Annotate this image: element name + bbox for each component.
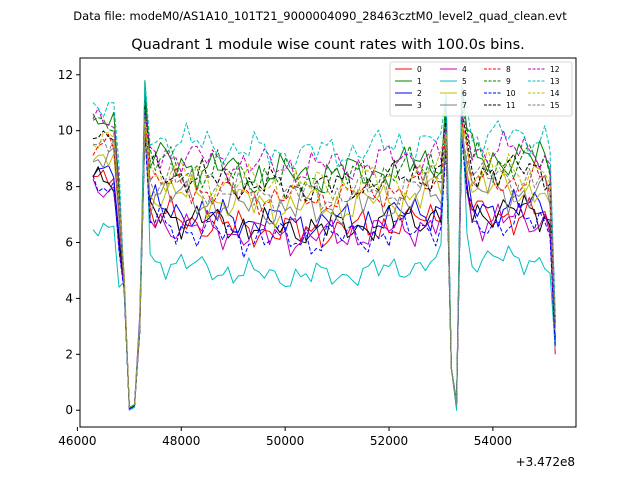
y-tick-label: 8 (65, 180, 73, 194)
legend-label-2: 2 (417, 89, 422, 98)
x-tick-label: 48000 (162, 434, 200, 448)
y-tick-label: 12 (58, 68, 73, 82)
series-line-9 (92, 96, 556, 408)
figure-suptitle: Data file: modeM0/AS1A10_101T21_90000040… (73, 9, 567, 23)
y-tick-label: 10 (58, 124, 73, 138)
legend-label-5: 5 (462, 77, 467, 86)
series-line-12 (92, 107, 556, 408)
series-line-5 (92, 85, 556, 411)
legend-label-15: 15 (550, 101, 560, 110)
series-line-7 (92, 130, 556, 408)
y-tick-label: 0 (65, 403, 73, 417)
legend-label-12: 12 (550, 65, 560, 74)
series-line-15 (92, 127, 556, 408)
x-tick-label: 46000 (58, 434, 96, 448)
legend-box (389, 61, 573, 117)
legend-label-13: 13 (550, 77, 560, 86)
series-layer (92, 79, 556, 411)
series-line-11 (92, 105, 556, 408)
legend-label-8: 8 (506, 65, 511, 74)
chart-title: Quadrant 1 module wise count rates with … (131, 37, 525, 53)
legend-label-0: 0 (417, 65, 422, 74)
x-tick-label: 54000 (474, 434, 512, 448)
series-line-4 (92, 107, 556, 408)
legend-label-3: 3 (417, 101, 422, 110)
legend-label-4: 4 (462, 65, 467, 74)
legend-label-7: 7 (462, 101, 467, 110)
series-line-3 (92, 124, 556, 410)
y-tick-label: 6 (65, 236, 73, 250)
legend-label-10: 10 (506, 89, 516, 98)
legend-label-9: 9 (506, 77, 511, 86)
series-line-6 (92, 121, 556, 408)
x-tick-label: 52000 (370, 434, 408, 448)
legend-label-11: 11 (506, 101, 516, 110)
x-offset-label: +3.472e8 (516, 455, 575, 469)
axes-frame (79, 57, 577, 428)
y-tick-label: 2 (65, 347, 73, 361)
series-line-10 (92, 132, 556, 410)
y-tick-label: 4 (65, 291, 73, 305)
plot-area (80, 58, 576, 427)
legend-label-14: 14 (550, 89, 560, 98)
series-line-14 (92, 119, 556, 408)
x-tick-label: 50000 (266, 434, 304, 448)
legend-label-6: 6 (462, 89, 467, 98)
legend-label-1: 1 (417, 77, 422, 86)
